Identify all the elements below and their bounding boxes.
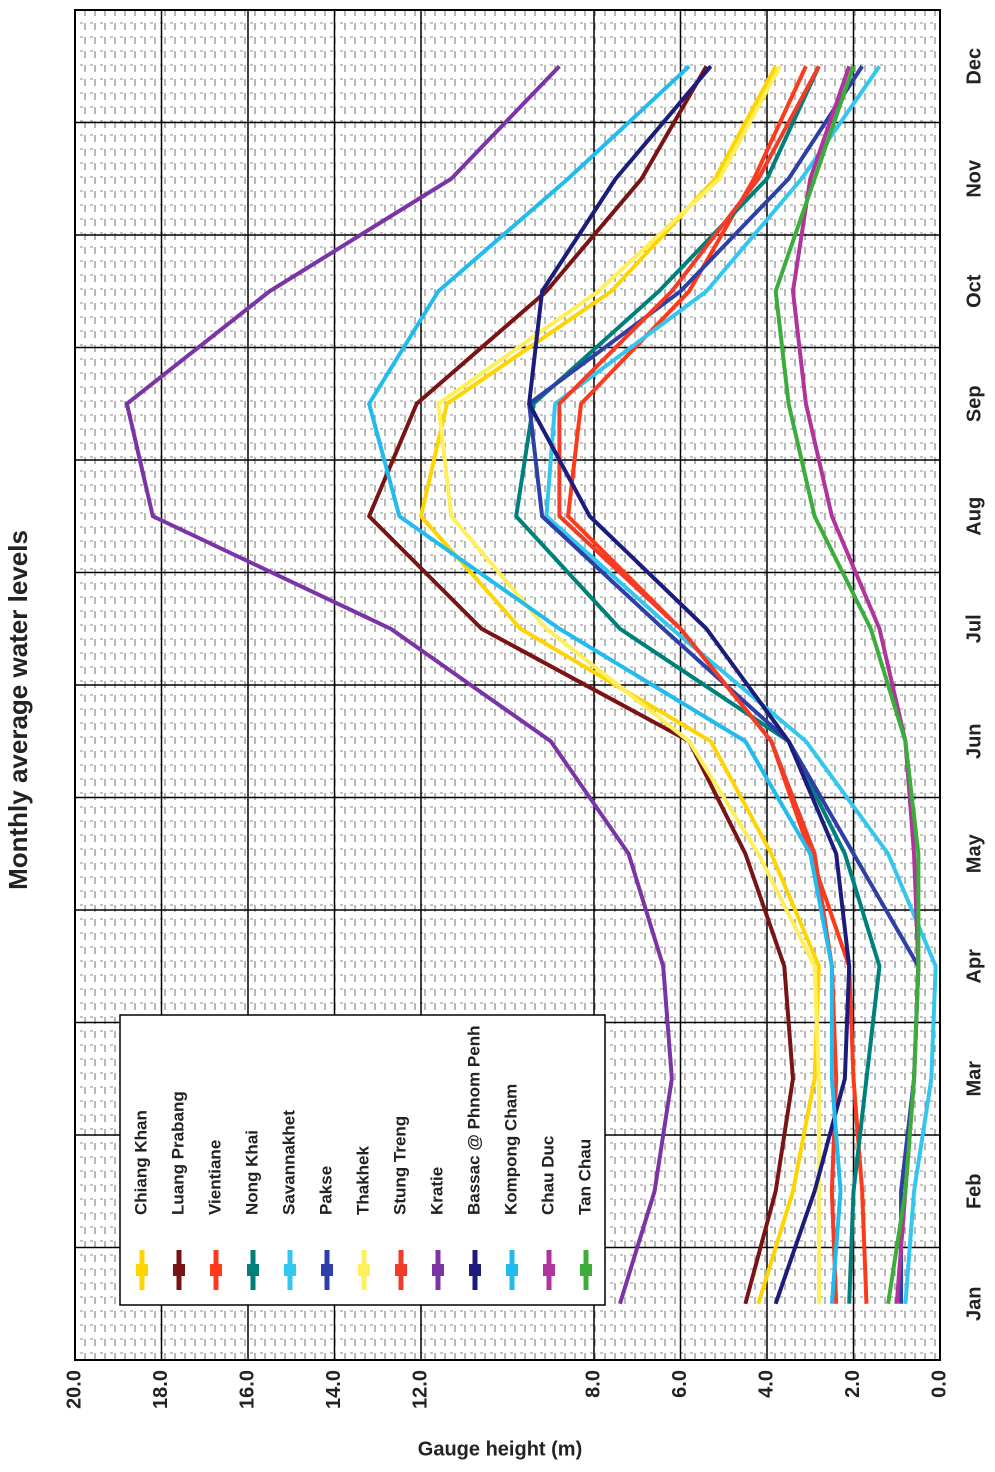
y-tick-label: 12.0 <box>409 1370 431 1409</box>
y-tick-label: 8.0 <box>582 1370 604 1398</box>
series-line <box>367 64 843 1304</box>
y-tick-label: 20.0 <box>63 1370 85 1409</box>
legend-marker <box>432 1264 444 1276</box>
series-line <box>527 64 852 1305</box>
legend-marker <box>173 1264 185 1276</box>
legend-label: Stung Treng <box>390 1116 409 1215</box>
series-line <box>367 65 795 1305</box>
legend-label: Nong Khai <box>242 1130 261 1215</box>
legend-marker <box>136 1264 148 1276</box>
series-line <box>557 65 839 1304</box>
y-tick-label: 6.0 <box>669 1370 691 1398</box>
legend-marker <box>395 1264 407 1276</box>
x-tick-label: Nov <box>963 159 985 198</box>
legend-marker <box>543 1264 555 1276</box>
legend-label: Luang Prabang <box>168 1091 187 1215</box>
series-line <box>436 65 821 1304</box>
series-line <box>124 64 674 1305</box>
x-tick-label: Jul <box>963 614 985 643</box>
legend-marker <box>210 1264 222 1276</box>
legend-label: Chau Duc <box>538 1136 557 1215</box>
legend-marker <box>506 1264 518 1276</box>
legend-marker <box>580 1264 592 1276</box>
legend-label: Pakse <box>316 1166 335 1215</box>
legend-box <box>119 1014 606 1306</box>
series-line <box>544 65 938 1304</box>
x-tick-label: May <box>963 833 985 873</box>
x-tick-label: Feb <box>963 1173 985 1209</box>
legend-marker <box>469 1264 481 1276</box>
legend-marker <box>284 1264 296 1276</box>
series-line <box>773 65 921 1305</box>
legend-marker <box>321 1264 333 1276</box>
y-tick-label: 18.0 <box>150 1370 172 1409</box>
x-tick-label: Aug <box>963 497 985 536</box>
legend-marker <box>247 1264 259 1276</box>
legend-label: Tan Chau <box>575 1139 594 1215</box>
legend-label: Vientiane <box>205 1140 224 1215</box>
x-tick-label: Dec <box>963 48 985 85</box>
y-tick-label: 16.0 <box>236 1370 258 1409</box>
y-tick-label: 0.0 <box>928 1370 950 1398</box>
legend: Chiang Khan Luang Prabang Vientiane Nong Kh… <box>119 1014 606 1306</box>
chart-title: Monthly average water levels <box>3 530 33 890</box>
legend-label: Kompong Cham <box>501 1084 520 1215</box>
x-tick-label: Apr <box>963 949 985 984</box>
legend-marker <box>358 1264 370 1276</box>
x-tick-label: Jan <box>963 1287 985 1321</box>
legend-label: Kratie <box>427 1167 446 1215</box>
y-tick-label: 14.0 <box>323 1370 345 1409</box>
legend-label: Savannakhet <box>279 1110 298 1215</box>
legend-label: Bassac @ Phnom Penh <box>464 1026 483 1215</box>
x-tick-label: Mar <box>963 1061 985 1097</box>
y-tick-label: 2.0 <box>842 1370 864 1398</box>
x-tick-label: Oct <box>963 274 985 308</box>
series-line <box>514 65 882 1304</box>
y-axis-label: Gauge height (m) <box>418 1438 582 1460</box>
y-tick-label: 4.0 <box>755 1370 777 1398</box>
legend-label: Thakhek <box>353 1145 372 1215</box>
x-tick-label: Sep <box>963 385 985 422</box>
chart: Monthly average water levels Gauge heigh… <box>3 9 985 1460</box>
legend-label: Chiang Khan <box>131 1110 150 1215</box>
x-tick-label: Jun <box>963 723 985 759</box>
